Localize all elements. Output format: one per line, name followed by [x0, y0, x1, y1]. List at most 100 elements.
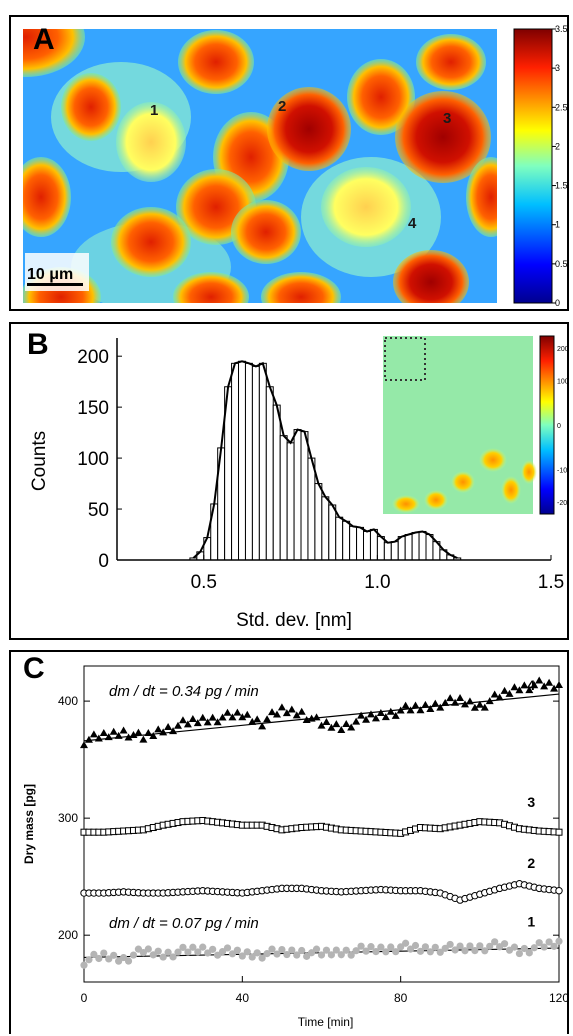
data-point [194, 948, 202, 956]
y-tick-label: 200 [58, 928, 78, 942]
data-point [406, 706, 415, 714]
data-point [204, 949, 212, 957]
inset-heatmap: 200 100 0 -100 -200 [383, 335, 567, 515]
data-point [337, 726, 346, 734]
data-point [396, 706, 405, 714]
data-point [109, 727, 118, 735]
data-point [263, 950, 271, 958]
data-point [85, 956, 93, 964]
data-point [436, 703, 445, 711]
data-point [481, 947, 489, 955]
data-point [466, 942, 474, 950]
data-point [277, 703, 286, 711]
data-point [303, 952, 311, 960]
series-3: 3 [80, 794, 563, 837]
x-tick-label: 120 [549, 991, 567, 1005]
data-point [134, 728, 143, 736]
histogram-bar [349, 525, 358, 561]
data-point [144, 945, 152, 953]
x-tick-label: 40 [236, 991, 250, 1005]
data-point [460, 700, 469, 708]
data-point [248, 717, 257, 725]
data-point [174, 721, 183, 729]
data-point [426, 948, 434, 956]
data-point [555, 937, 563, 945]
data-point [189, 943, 197, 951]
data-point [233, 946, 241, 954]
histogram-bar [265, 386, 274, 561]
data-point [406, 945, 415, 953]
timeseries-series: 4 3 2 1 [80, 676, 563, 969]
data-point [188, 715, 197, 723]
data-point [357, 711, 366, 719]
data-point [500, 686, 509, 694]
data-point [169, 727, 178, 735]
data-point [366, 710, 375, 718]
data-point [475, 700, 484, 708]
data-point [411, 941, 420, 950]
data-point [327, 951, 335, 959]
data-point [99, 729, 108, 737]
series-1: 1 [80, 914, 563, 969]
data-point [213, 951, 222, 959]
histogram-bar [328, 504, 337, 561]
data-point [352, 717, 361, 725]
data-point [228, 950, 237, 958]
annotation-rate-bottom: dm / dt = 0.07 pg / min [109, 915, 259, 932]
histogram-bar [231, 362, 240, 561]
data-point [258, 954, 266, 962]
inset-colorbar-tick-label: -200 [557, 500, 567, 507]
data-point [124, 957, 133, 965]
histogram-bar [390, 541, 399, 561]
data-point [342, 946, 350, 954]
panel-a: 1 2 3 4 10 μm 0 0.5 1 1.5 2 2.5 3 3.5 A [9, 15, 569, 311]
data-point [213, 718, 222, 726]
histogram-bar [383, 542, 392, 561]
data-point [139, 735, 148, 743]
data-point [238, 713, 247, 721]
cell-label-2: 2 [278, 98, 286, 115]
data-point [367, 943, 375, 951]
data-point [381, 713, 390, 721]
data-point [347, 951, 355, 959]
data-point [248, 953, 256, 961]
data-point [371, 714, 380, 722]
data-point [178, 716, 187, 724]
data-point [223, 944, 232, 952]
data-point [218, 713, 227, 721]
data-point [100, 949, 108, 957]
data-point [154, 947, 162, 955]
data-point [218, 947, 227, 956]
panel-b-chart: 200 100 0 -100 -200 0 50 100 150 200 0.5 1.0 1.5 Std… [29, 335, 567, 631]
data-point [505, 689, 514, 697]
histogram-bar [418, 530, 427, 561]
data-point [144, 729, 153, 737]
data-point [183, 720, 192, 728]
data-point [500, 940, 509, 948]
scale-bar-line [27, 283, 83, 286]
data-point [179, 943, 187, 951]
data-point [510, 683, 519, 691]
data-point [243, 710, 252, 718]
x-tick-label: 80 [394, 991, 408, 1005]
data-point [510, 943, 519, 951]
data-point [297, 707, 306, 715]
data-point [169, 953, 177, 961]
data-point [124, 733, 133, 741]
data-point [293, 951, 301, 959]
series-4: 4 [80, 676, 563, 749]
data-point [80, 741, 88, 749]
colorbar-a: 0 0.5 1 1.5 2 2.5 3 3.5 [513, 24, 567, 308]
data-point [159, 953, 167, 961]
x-tick-label: 1.5 [538, 572, 564, 593]
histogram-bar [279, 435, 288, 561]
timeseries-axes: 200 300 400 0 40 80 120 Time [min] Dry mass [pg] [22, 665, 567, 1029]
data-point [203, 718, 212, 726]
data-point [209, 945, 217, 953]
data-point [282, 709, 291, 717]
data-point [376, 709, 385, 717]
cell-label-4: 4 [408, 215, 417, 232]
data-point [525, 949, 533, 957]
data-point [288, 946, 296, 954]
histogram-bar [300, 431, 309, 561]
